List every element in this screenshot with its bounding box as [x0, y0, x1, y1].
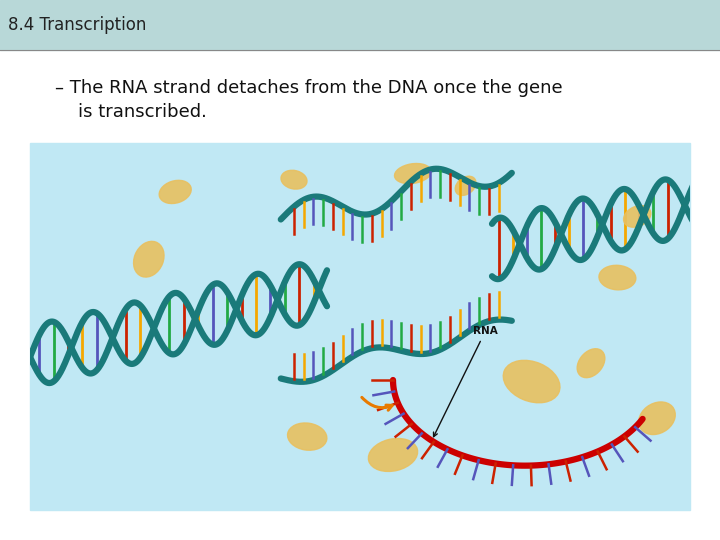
Text: is transcribed.: is transcribed.: [55, 103, 207, 121]
Ellipse shape: [455, 176, 476, 195]
Ellipse shape: [159, 180, 192, 204]
Ellipse shape: [281, 170, 307, 189]
Text: 8.4 Transcription: 8.4 Transcription: [8, 16, 146, 34]
Bar: [30, 143, 690, 510]
Text: – The RNA strand detaches from the DNA once the gene: – The RNA strand detaches from the DNA o…: [55, 79, 562, 97]
Ellipse shape: [503, 360, 560, 403]
Bar: [0, 0, 720, 50]
Ellipse shape: [599, 265, 636, 290]
Ellipse shape: [395, 164, 431, 184]
Ellipse shape: [369, 438, 418, 471]
Ellipse shape: [577, 349, 605, 377]
Ellipse shape: [287, 423, 327, 450]
Text: RNA: RNA: [433, 326, 498, 437]
Ellipse shape: [624, 206, 651, 227]
Ellipse shape: [639, 402, 675, 435]
Ellipse shape: [134, 241, 164, 277]
